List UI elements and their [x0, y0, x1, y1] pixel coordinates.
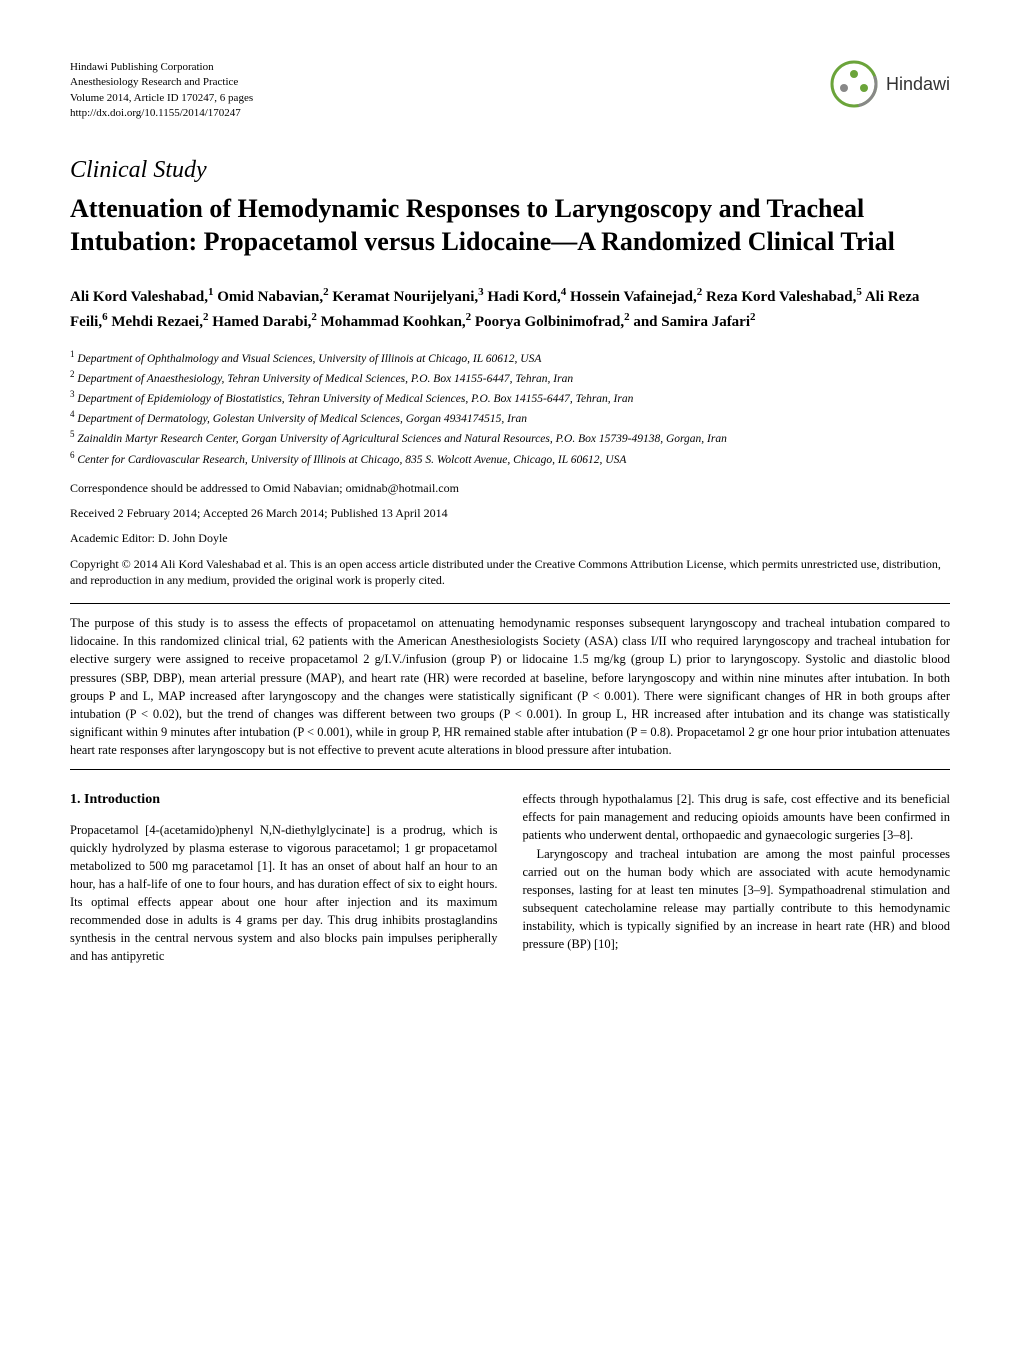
abstract: The purpose of this study is to assess t… — [70, 614, 950, 759]
volume: Volume 2014, Article ID 170247, 6 pages — [70, 91, 253, 106]
affiliation: 6 Center for Cardiovascular Research, Un… — [70, 449, 950, 469]
logo-text: Hindawi — [886, 74, 950, 95]
affiliation: 2 Department of Anaesthesiology, Tehran … — [70, 368, 950, 388]
authors: Ali Kord Valeshabad,1 Omid Nabavian,2 Ke… — [70, 284, 950, 333]
section-heading: 1. Introduction — [70, 790, 498, 810]
divider — [70, 603, 950, 604]
header: Hindawi Publishing Corporation Anesthesi… — [70, 60, 950, 122]
journal: Anesthesiology Research and Practice — [70, 75, 253, 90]
paragraph: Laryngoscopy and tracheal intubation are… — [523, 845, 951, 954]
right-column: effects through hypothalamus [2]. This d… — [523, 790, 951, 965]
publisher: Hindawi Publishing Corporation — [70, 60, 253, 75]
doi: http://dx.doi.org/10.1155/2014/170247 — [70, 106, 253, 121]
divider — [70, 769, 950, 770]
left-column: 1. Introduction Propacetamol [4-(acetami… — [70, 790, 498, 965]
logo: Hindawi — [830, 60, 950, 108]
correspondence: Correspondence should be addressed to Om… — [70, 481, 950, 496]
content-columns: 1. Introduction Propacetamol [4-(acetami… — [70, 790, 950, 965]
affiliations: 1 Department of Ophthalmology and Visual… — [70, 348, 950, 468]
hindawi-logo-icon — [830, 60, 878, 108]
publication-info: Hindawi Publishing Corporation Anesthesi… — [70, 60, 253, 122]
paragraph: effects through hypothalamus [2]. This d… — [523, 790, 951, 844]
affiliation: 3 Department of Epidemiology of Biostati… — [70, 388, 950, 408]
article-type: Clinical Study — [70, 157, 950, 184]
academic-editor: Academic Editor: D. John Doyle — [70, 531, 950, 546]
paragraph: Propacetamol [4-(acetamido)phenyl N,N-di… — [70, 821, 498, 966]
affiliation: 5 Zainaldin Martyr Research Center, Gorg… — [70, 428, 950, 448]
affiliation: 1 Department of Ophthalmology and Visual… — [70, 348, 950, 368]
publication-dates: Received 2 February 2014; Accepted 26 Ma… — [70, 506, 950, 521]
affiliation: 4 Department of Dermatology, Golestan Un… — [70, 408, 950, 428]
copyright: Copyright © 2014 Ali Kord Valeshabad et … — [70, 556, 950, 590]
article-title: Attenuation of Hemodynamic Responses to … — [70, 192, 950, 260]
